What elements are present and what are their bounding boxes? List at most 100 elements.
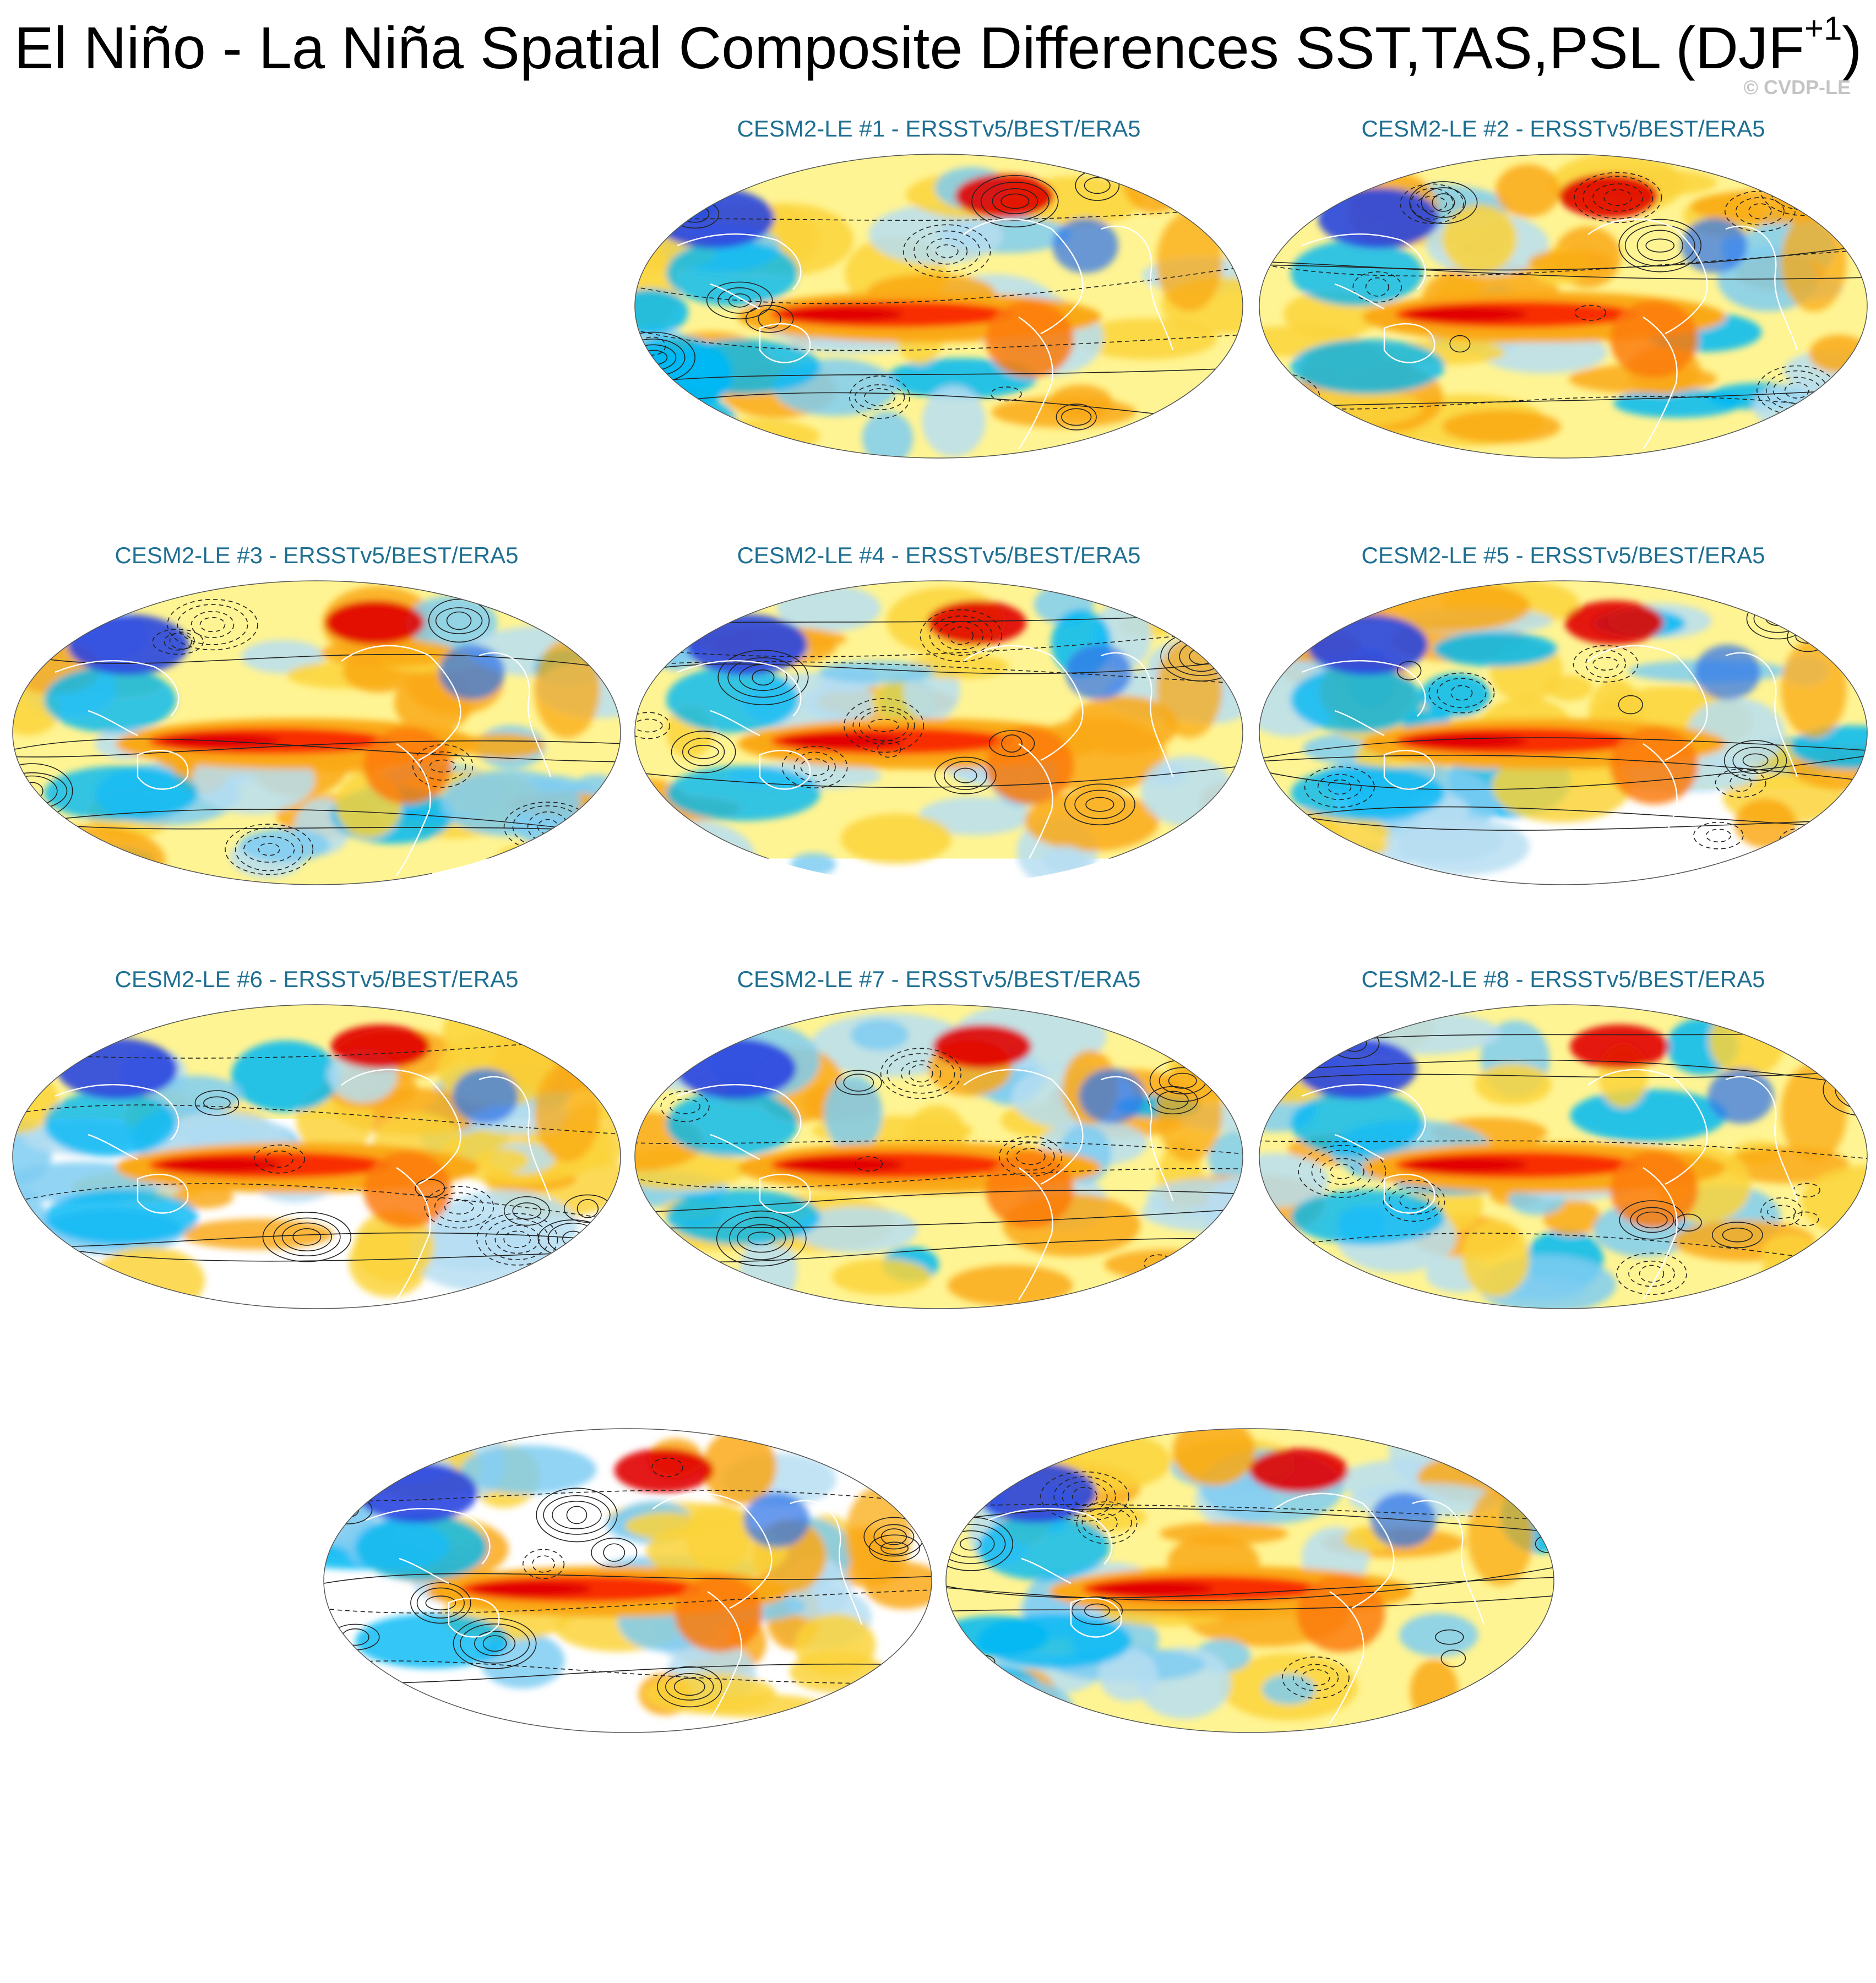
south-pacific-cool	[1291, 1190, 1445, 1245]
anomaly-patch	[441, 770, 581, 836]
colorbar-swatch-3	[438, 1844, 539, 1883]
colorbar-label: -1	[621, 1892, 655, 1936]
anomaly-patch	[1433, 632, 1557, 667]
colorbar-label: -2	[421, 1892, 455, 1936]
colorbar-swatches	[138, 1844, 1740, 1883]
south-america-warm	[1610, 301, 1698, 378]
indian-ocean-warm	[1781, 639, 1847, 738]
map-7	[633, 1003, 1244, 1311]
anomaly-patch	[1386, 819, 1503, 863]
contour-line	[591, 636, 619, 653]
contour-line	[1782, 175, 1825, 202]
colorbar-swatch-10	[1139, 1844, 1239, 1883]
anomaly-patch	[1480, 1426, 1556, 1491]
enso-peak	[1093, 1581, 1214, 1597]
colorbar-swatch-8	[939, 1844, 1039, 1883]
map-panel-4: CESM2-LE #4 - ERSSTv5/BEST/ERA5	[633, 542, 1244, 977]
anomaly-patch	[1179, 408, 1238, 443]
asia-cold-anomaly	[975, 1462, 1096, 1523]
anomaly-patch	[1104, 1250, 1227, 1280]
anomaly-patch	[240, 829, 330, 862]
map-panel-6: CESM2-LE #6 - ERSSTv5/BEST/ERA5	[11, 966, 622, 1401]
asia-cold-anomaly	[1307, 614, 1428, 675]
title-close: )	[1842, 14, 1862, 81]
panel-title-5: CESM2-LE #5 - ERSSTv5/BEST/ERA5	[1258, 542, 1869, 569]
west-pacific-cool	[666, 667, 798, 733]
map-10	[944, 1426, 1556, 1735]
anomaly-patch	[795, 1614, 876, 1676]
south-pacific-cool	[44, 766, 198, 821]
anomaly-patch	[832, 1259, 931, 1295]
anomaly-patch	[1570, 1089, 1726, 1142]
anomaly-patch	[1410, 1659, 1459, 1723]
colorbar-label: -.25	[806, 1892, 872, 1936]
enso-peak	[1406, 733, 1527, 749]
panel-title-7: CESM2-LE #7 - ERSSTv5/BEST/ERA5	[633, 966, 1244, 993]
indian-ocean-warm	[534, 639, 600, 738]
contour-line	[1850, 1083, 1869, 1097]
colorbar-label: 1	[1228, 1892, 1250, 1936]
contour-line	[1527, 1660, 1556, 1674]
contour-line	[607, 1214, 622, 1227]
enso-peak	[471, 1581, 592, 1597]
colorbar-swatch-9	[1039, 1844, 1139, 1883]
colorbar-label: 0	[928, 1892, 950, 1936]
map-6	[11, 1003, 622, 1311]
enso-peak	[782, 1157, 903, 1173]
contour-line	[1760, 162, 1846, 216]
anomaly-patch	[1802, 833, 1861, 880]
south-america-warm	[363, 727, 452, 804]
contour-line	[1204, 1237, 1244, 1274]
figure-title: El Niño - La Niña Spatial Composite Diff…	[0, 15, 1876, 81]
contour-line	[11, 826, 68, 865]
colorbar-swatch-15	[1640, 1844, 1740, 1883]
south-pacific-cool	[977, 1614, 1132, 1669]
anomaly-patch	[819, 661, 934, 683]
anomaly-patch	[1462, 1220, 1529, 1296]
contour-line	[336, 1502, 358, 1517]
colorbar-swatch-2	[338, 1844, 438, 1883]
contour-line	[22, 837, 49, 853]
west-pacific-cool	[355, 1515, 487, 1581]
indian-ocean-warm	[1156, 213, 1222, 312]
enso-peak	[160, 1157, 281, 1173]
anomaly-patch	[1753, 382, 1852, 432]
anomaly-patch	[1442, 410, 1560, 444]
colorbar-swatch-6	[738, 1844, 839, 1883]
anomaly-patch	[1173, 581, 1244, 620]
anomaly-patch	[1181, 402, 1244, 451]
anomaly-patch	[948, 1265, 1073, 1306]
map-9	[322, 1426, 933, 1735]
contour-line	[15, 832, 56, 859]
contour-line	[1258, 381, 1311, 418]
indian-ocean-warm	[845, 1487, 911, 1586]
anomaly-patch	[1709, 1004, 1785, 1077]
anomaly-patch	[1475, 1064, 1552, 1105]
panel-title-2: CESM2-LE #2 - ERSSTv5/BEST/ERA5	[1258, 116, 1869, 142]
anomaly-patch	[1496, 164, 1560, 217]
west-pacific-cool	[1291, 667, 1423, 733]
south-pacific-cool	[666, 766, 820, 821]
anomaly-patch	[1442, 205, 1517, 274]
units-label: C	[0, 1935, 1876, 1979]
anomaly-patch	[840, 814, 951, 864]
map-panel-10: CESM2-LE #10 - ERSSTv5/BEST/ERA5	[944, 1390, 1556, 1825]
colorbar-tick-labels: -4 -3 -2 -1.5 -1 -.5 -.25 0.25.5 1 1.5 2 3 4	[138, 1892, 1740, 1941]
map-4	[633, 579, 1244, 887]
contour-line	[1233, 1048, 1244, 1064]
anomaly-patch	[475, 1149, 529, 1173]
colorbar-swatch-1	[238, 1844, 338, 1883]
contour-line	[1269, 392, 1293, 407]
colorbar-label: -.5	[716, 1892, 761, 1936]
anomaly-patch	[1285, 388, 1422, 427]
colorbar-label: -3	[321, 1892, 355, 1936]
asia-cold-anomaly	[686, 614, 807, 675]
anomaly-patch	[922, 386, 985, 457]
contour-line	[1766, 612, 1790, 625]
copyright-label: © CVDP-LE	[1743, 76, 1851, 99]
asia-cold-anomaly	[68, 614, 189, 675]
panel-title-1: CESM2-LE #1 - ERSSTv5/BEST/ERA5	[633, 116, 1244, 142]
colorbar-swatch-4	[539, 1844, 639, 1883]
anomaly-patch	[703, 1429, 776, 1505]
colorbar: -4 -3 -2 -1.5 -1 -.5 -.25 0.25.5 1 1.5 2 3 4	[138, 1844, 1740, 1886]
